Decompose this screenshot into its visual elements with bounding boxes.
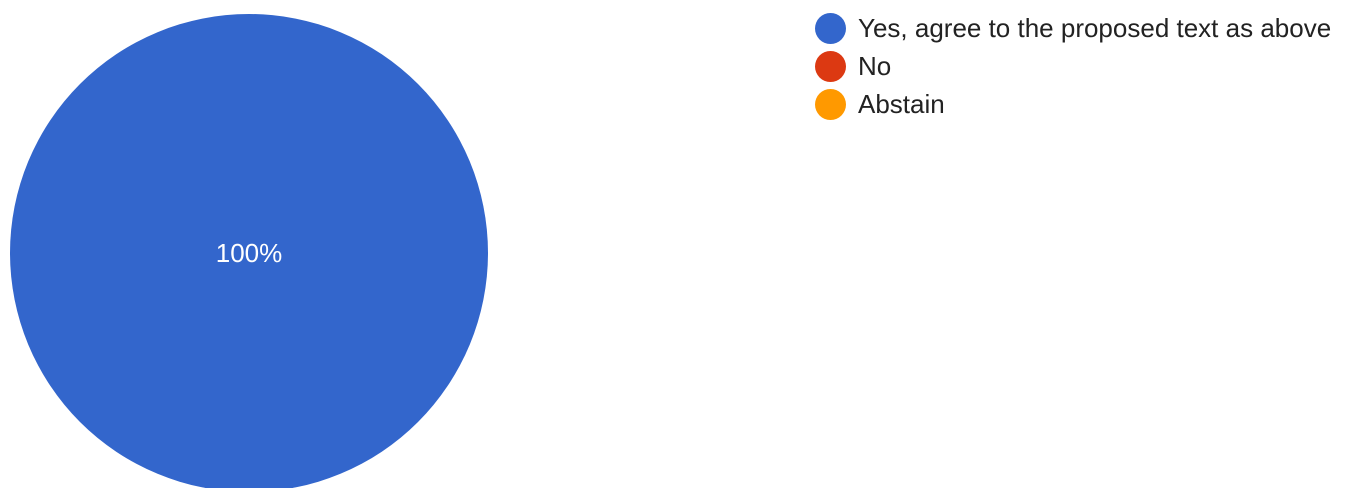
chart-legend: Yes, agree to the proposed text as above…: [815, 12, 1360, 126]
legend-swatch-no: [815, 51, 846, 82]
legend-swatch-abstain: [815, 89, 846, 120]
legend-swatch-yes: [815, 13, 846, 44]
legend-label-yes: Yes, agree to the proposed text as above: [858, 13, 1332, 43]
pie-slice-yes[interactable]: [10, 14, 488, 488]
legend-label-no: No: [858, 51, 892, 81]
pie-slices: [10, 14, 488, 488]
legend-item-no[interactable]: No: [815, 50, 1360, 83]
legend-label-abstain: Abstain: [858, 89, 945, 119]
pie-label-yes: 100%: [216, 238, 283, 268]
pie-data-labels: 100%: [216, 238, 283, 268]
legend-item-yes[interactable]: Yes, agree to the proposed text as above: [815, 12, 1360, 45]
legend-item-abstain[interactable]: Abstain: [815, 88, 1360, 121]
